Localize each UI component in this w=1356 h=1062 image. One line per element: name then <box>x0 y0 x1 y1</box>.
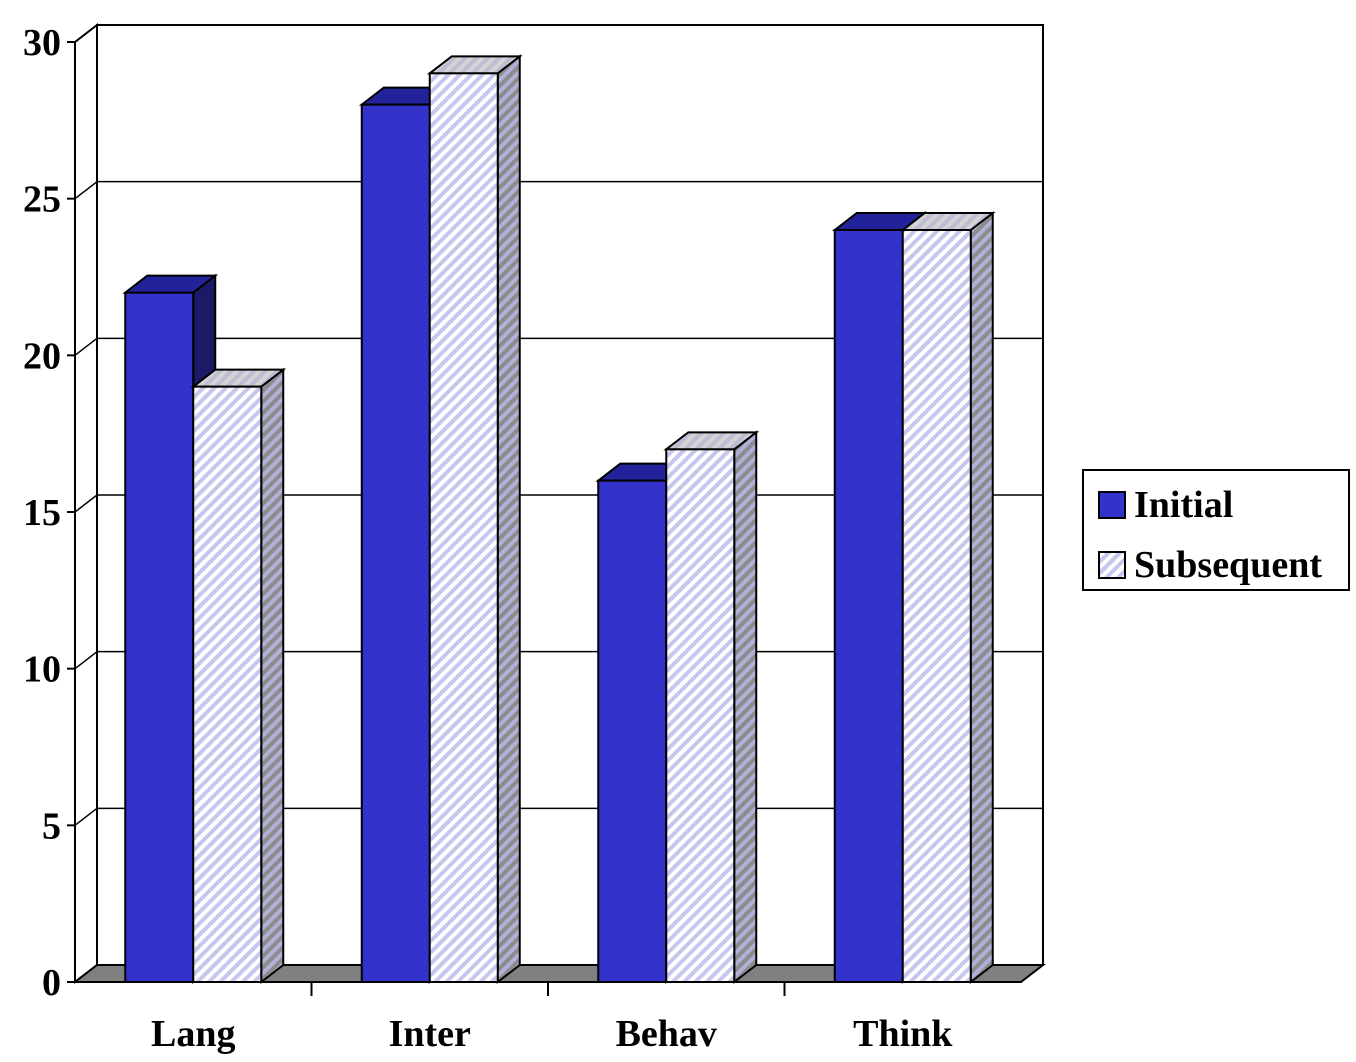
gridline-diagonal <box>74 24 98 43</box>
bar-subsequent-behav <box>665 448 736 984</box>
y-tick-label: 10 <box>23 649 61 691</box>
x-tick-label-inter: Inter <box>389 1013 471 1055</box>
gridline-diagonal <box>74 807 98 826</box>
y-tick-label: 15 <box>23 492 61 534</box>
gridline-diagonal <box>74 337 98 356</box>
legend-item-subsequent: Subsequent <box>1098 545 1322 585</box>
x-tick-label-think: Think <box>853 1013 953 1055</box>
y-tick-label: 30 <box>23 22 61 64</box>
legend-swatch-initial <box>1098 491 1126 519</box>
bar-side-subsequent-behav <box>733 430 758 985</box>
bar-initial-lang <box>124 291 195 983</box>
y-tick-label: 0 <box>42 962 61 1004</box>
gridline-diagonal <box>74 494 98 513</box>
bar-subsequent-think <box>901 229 972 983</box>
bar-subsequent-lang <box>192 385 263 983</box>
legend-label-subsequent: Subsequent <box>1134 544 1322 586</box>
legend-label-initial: Initial <box>1134 484 1234 526</box>
gridline-diagonal <box>74 651 98 670</box>
x-tick-label-behav: Behav <box>616 1013 717 1055</box>
gridline-diagonal <box>74 181 98 200</box>
bar-initial-inter <box>360 103 431 983</box>
bar-side-subsequent-lang <box>260 367 285 985</box>
y-tick-label: 5 <box>42 805 61 847</box>
bar-side-subsequent-think <box>969 210 994 985</box>
tick-labels: 0 5 10 15 20 25 30 Lang Inter Behav Think <box>23 22 953 1055</box>
bar-subsequent-inter <box>428 72 499 984</box>
bars <box>122 54 996 985</box>
y-tick-label: 25 <box>23 179 61 221</box>
y-tick-label: 20 <box>23 335 61 377</box>
bar-side-subsequent-inter <box>496 54 521 985</box>
bar-initial-behav <box>597 479 668 983</box>
legend-swatch-subsequent <box>1098 551 1126 579</box>
bar-initial-think <box>833 229 904 983</box>
legend: Initial Subsequent <box>1082 469 1350 591</box>
legend-item-initial: Initial <box>1098 485 1233 525</box>
x-tick-label-lang: Lang <box>151 1013 235 1055</box>
